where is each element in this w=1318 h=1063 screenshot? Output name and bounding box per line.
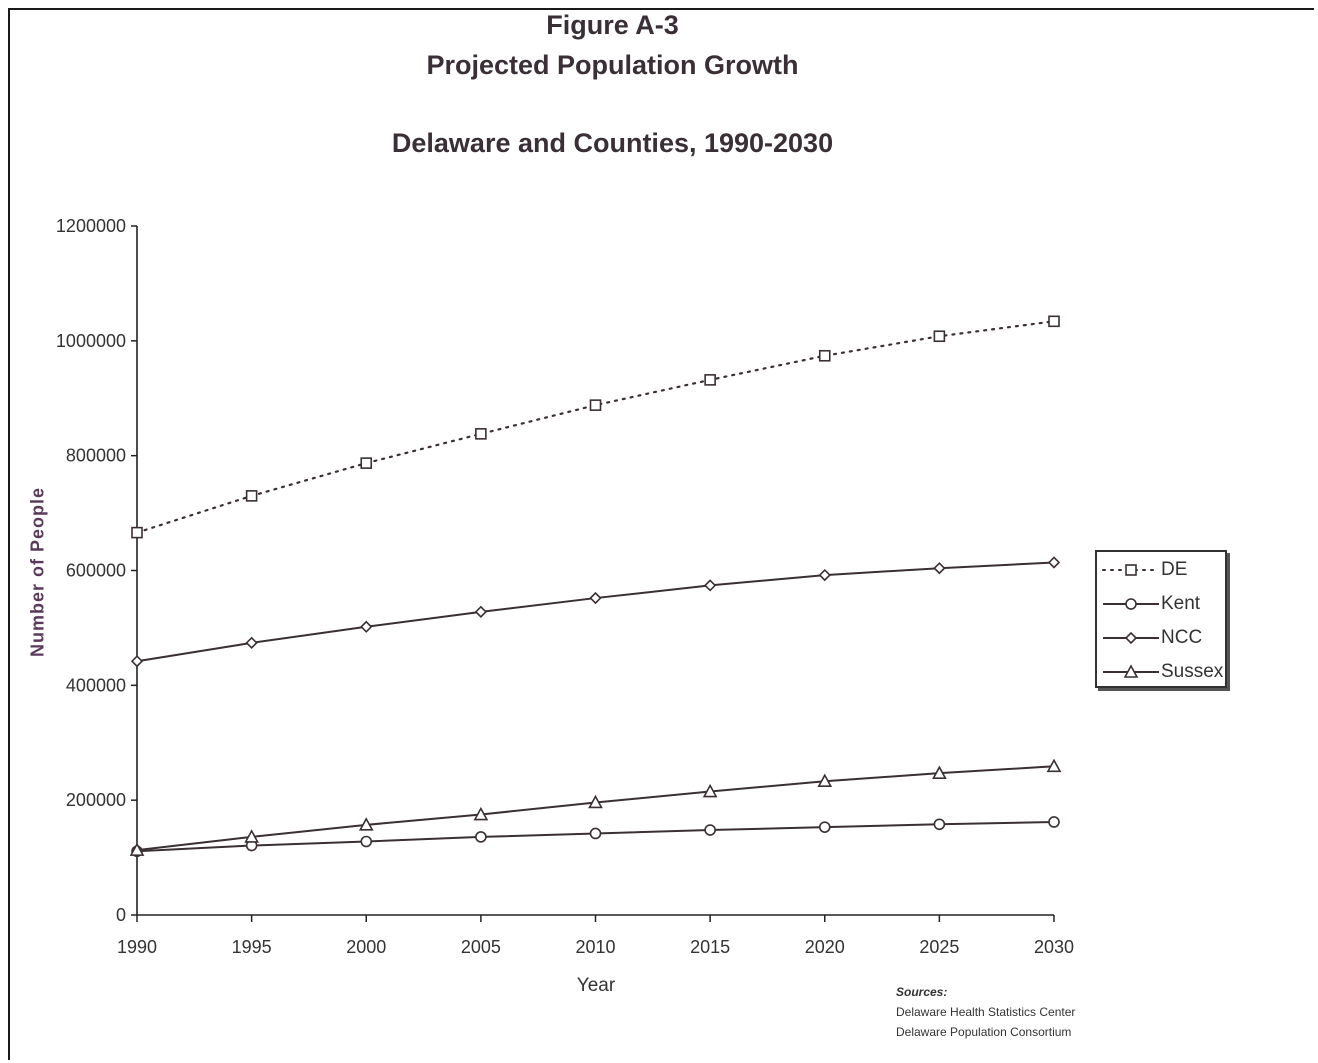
data-point-ncc	[474, 605, 488, 618]
data-point-de	[1048, 315, 1060, 328]
legend-label-de: DE	[1161, 559, 1188, 580]
figure-label: Figure A-3	[546, 10, 679, 40]
figure-frame	[8, 8, 1314, 1060]
data-point-ncc	[1047, 556, 1061, 569]
sources-title: Sources:	[896, 985, 948, 999]
y-tick-label: 200000	[66, 790, 126, 810]
data-point-ncc	[130, 655, 144, 668]
data-point-de	[589, 399, 602, 411]
data-point-ncc	[818, 568, 831, 582]
data-point-ncc	[933, 562, 946, 575]
x-tick-label: 1990	[117, 937, 157, 957]
data-point-ncc	[589, 591, 602, 605]
legend-swatch-sussex	[1103, 664, 1159, 678]
data-point-sussex	[702, 783, 718, 798]
data-point-sussex	[588, 794, 603, 809]
legend-marker-de	[1125, 564, 1137, 576]
legend-swatch-kent	[1103, 598, 1159, 610]
source-line: Delaware Population Consortium	[896, 1025, 1072, 1039]
data-point-de	[245, 490, 258, 502]
data-point-sussex	[473, 806, 489, 821]
legend-marker-kent	[1125, 598, 1137, 610]
data-point-kent	[1048, 816, 1060, 828]
x-tick-label: 2025	[919, 937, 959, 957]
y-tick-label: 600000	[66, 561, 126, 581]
data-point-kent	[589, 827, 602, 840]
data-point-kent	[933, 818, 946, 831]
legend-swatch-ncc	[1103, 631, 1159, 645]
legend-label-sussex: Sussex	[1161, 661, 1224, 682]
data-point-de	[818, 349, 831, 362]
data-point-kent	[475, 831, 487, 843]
x-tick-label: 2020	[805, 937, 845, 957]
x-axis-label: Year	[576, 975, 616, 996]
legend-item-kent: Kent	[1097, 588, 1225, 620]
data-point-ncc	[703, 579, 717, 592]
data-point-ncc	[245, 636, 258, 649]
legend-swatch-de	[1102, 564, 1160, 576]
series-line-de	[135, 320, 1056, 534]
data-point-ncc	[360, 620, 373, 633]
source-line: Delaware Health Statistics Center	[896, 1005, 1076, 1019]
x-tick-label: 2005	[461, 937, 501, 957]
x-tick-label: 2015	[690, 937, 730, 957]
x-tick-label: 1995	[232, 937, 272, 957]
legend-marker-ncc	[1124, 631, 1138, 645]
data-point-de	[704, 374, 716, 386]
data-point-sussex	[129, 842, 145, 856]
y-tick-label: 1200000	[56, 216, 126, 236]
legend-label-kent: Kent	[1161, 593, 1201, 614]
x-tick-label: 2000	[346, 937, 386, 957]
data-point-de	[131, 526, 143, 539]
sources-note: Sources: Delaware Health Statistics Cent…	[896, 982, 1075, 1042]
chart-legend: DE Kent NCC Sussex	[1095, 550, 1227, 688]
figure-title: Projected Population Growth	[426, 50, 799, 80]
legend-item-de: DE	[1097, 554, 1225, 586]
data-point-sussex	[932, 765, 947, 779]
data-point-de	[475, 428, 487, 440]
data-point-sussex	[817, 773, 833, 788]
data-point-de	[360, 457, 373, 469]
data-point-sussex	[1046, 758, 1062, 773]
series-line-ncc	[136, 561, 1055, 663]
x-tick-label: 2010	[575, 937, 615, 957]
data-point-kent	[818, 821, 831, 833]
legend-label-ncc: NCC	[1161, 627, 1203, 648]
data-point-sussex	[358, 817, 374, 831]
data-point-kent	[360, 835, 373, 848]
data-point-de	[933, 330, 946, 343]
data-point-sussex	[244, 829, 259, 843]
data-point-kent	[704, 824, 716, 836]
y-tick-label: 400000	[66, 675, 126, 695]
legend-item-sussex: Sussex	[1097, 656, 1225, 688]
y-tick-label: 0	[116, 905, 126, 925]
figure-subtitle: Delaware and Counties, 1990-2030	[391, 128, 834, 158]
y-tick-label: 1000000	[56, 331, 126, 351]
y-tick-label: 800000	[66, 446, 126, 466]
legend-item-ncc: NCC	[1097, 622, 1225, 654]
x-tick-label: 2030	[1034, 937, 1074, 957]
legend-marker-sussex	[1123, 664, 1139, 678]
